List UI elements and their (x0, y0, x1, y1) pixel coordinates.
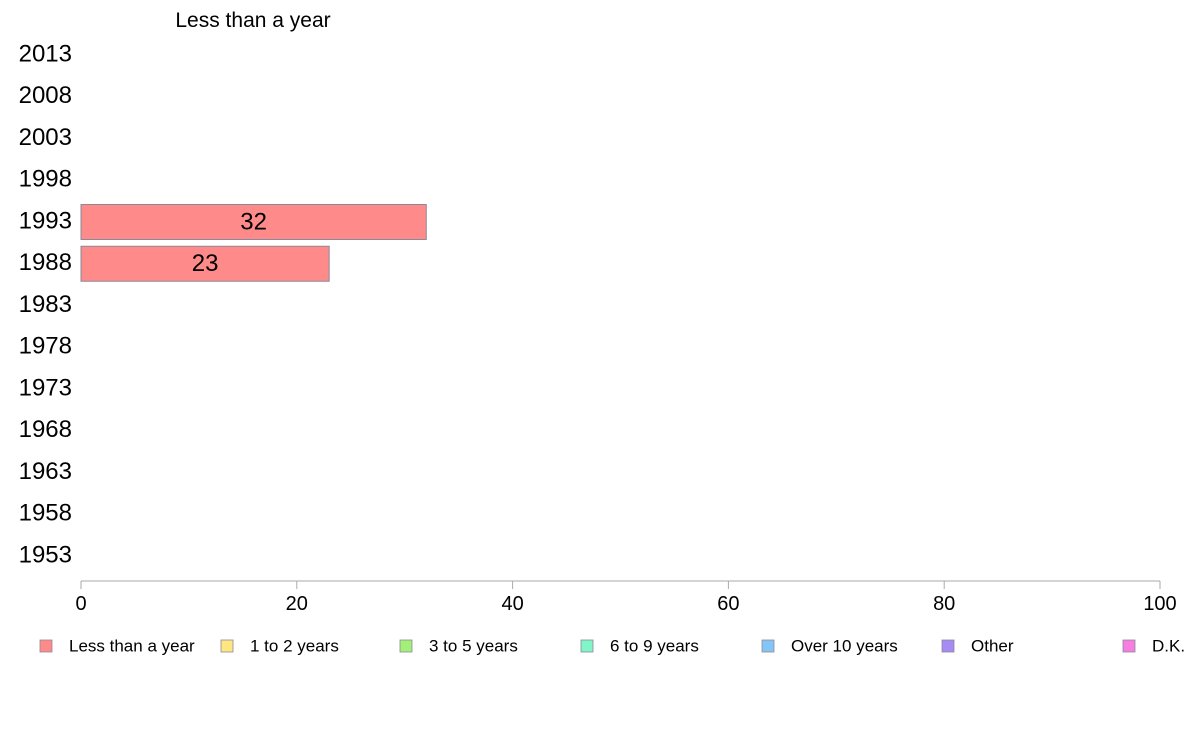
x-tick-label: 40 (501, 593, 523, 615)
x-tick-label: 80 (933, 593, 955, 615)
legend-swatch (580, 639, 594, 653)
legend-label: Less than a year (69, 636, 195, 655)
legend-label: 6 to 9 years (610, 636, 699, 655)
x-tick-label: 20 (286, 593, 308, 615)
legend-swatch (220, 639, 234, 653)
x-tick-label: 60 (717, 593, 739, 615)
x-tick-label: 0 (75, 593, 86, 615)
legend-swatch (39, 639, 53, 653)
category-label: 1998 (19, 166, 72, 193)
category-label: 1973 (19, 374, 72, 401)
category-label: 1993 (19, 207, 72, 234)
legend-swatch (1122, 639, 1136, 653)
legend-swatch (761, 639, 775, 653)
legend-label: 1 to 2 years (250, 636, 339, 655)
legend: Less than a year 1 to 2 years 3 to 5 years… (39, 636, 1185, 655)
category-label: 1968 (19, 416, 72, 443)
category-label: 2003 (19, 124, 72, 151)
legend-label: Over 10 years (791, 636, 898, 655)
legend-item: Other (941, 636, 1014, 655)
legend-item: Less than a year (39, 636, 195, 655)
bar (80, 204, 427, 240)
chart-title: Less than a year (175, 9, 330, 32)
category-label: 1953 (19, 541, 72, 568)
bar-value-label: 32 (240, 208, 267, 235)
x-tick-label: 100 (1143, 593, 1176, 615)
category-label: 1963 (19, 458, 72, 485)
category-label: 1988 (19, 249, 72, 276)
legend-label: Other (971, 636, 1014, 655)
bar (80, 245, 330, 282)
category-label: 1978 (19, 333, 72, 360)
bars: 32 23 (80, 204, 427, 282)
legend-item: 3 to 5 years (399, 636, 518, 655)
category-label: 2008 (19, 82, 72, 109)
category-label: 2013 (19, 40, 72, 67)
legend-item: D.K. (1122, 636, 1185, 655)
legend-item: 6 to 9 years (580, 636, 699, 655)
bar-value-label: 23 (192, 250, 219, 277)
x-axis: 0 20 40 60 80 100 (75, 580, 1177, 615)
legend-label: 3 to 5 years (429, 636, 518, 655)
category-label: 1983 (19, 291, 72, 318)
category-label: 1958 (19, 500, 72, 527)
category-labels: 2013 2008 2003 1998 1993 1988 1983 1978 1973 1968… (19, 40, 72, 568)
legend-swatch (941, 639, 955, 653)
legend-item: 1 to 2 years (220, 636, 339, 655)
legend-item: Over 10 years (761, 636, 898, 655)
legend-label: D.K. (1152, 636, 1185, 655)
legend-swatch (399, 639, 413, 653)
